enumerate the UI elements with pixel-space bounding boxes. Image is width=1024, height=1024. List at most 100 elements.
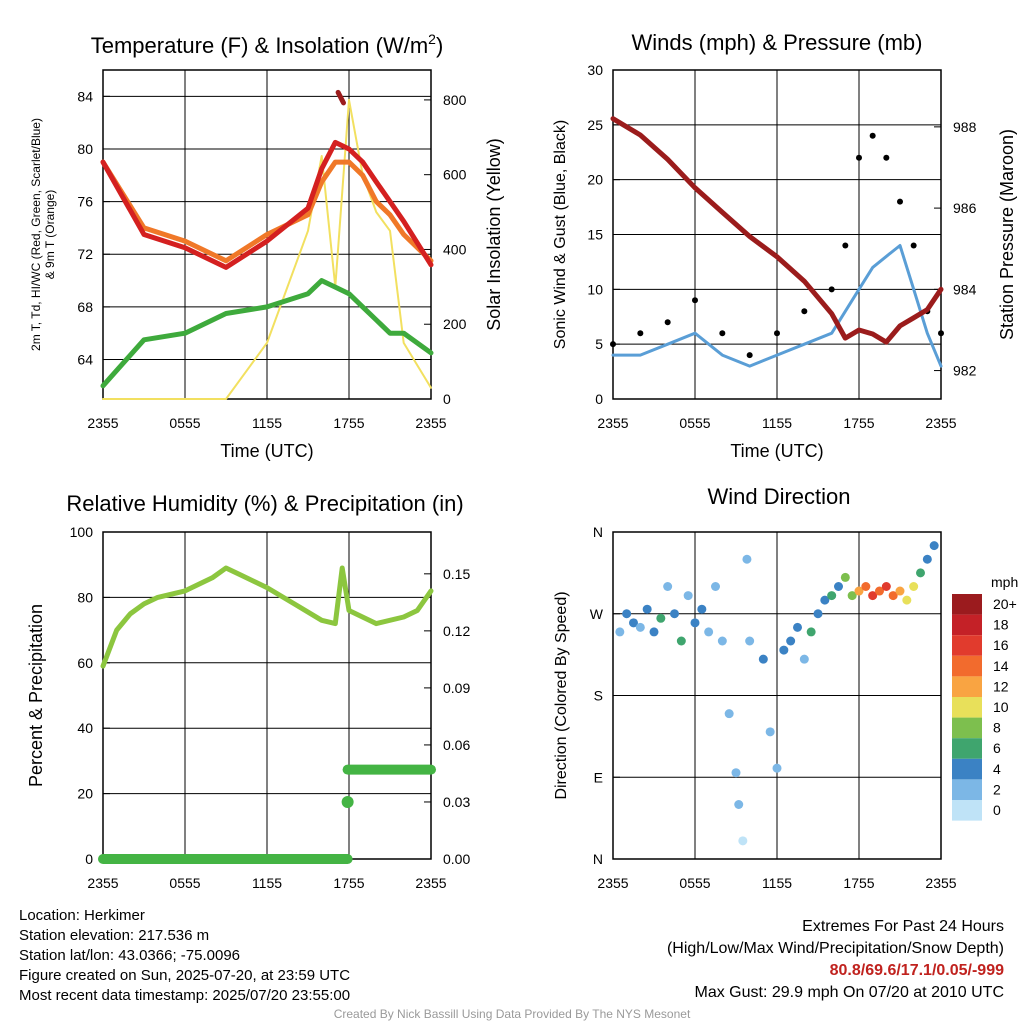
direction-point xyxy=(745,636,755,646)
direction-point xyxy=(888,591,898,601)
legend-swatch xyxy=(952,779,982,800)
direction-point xyxy=(738,836,748,846)
legend-label: 2 xyxy=(993,781,1001,797)
gust-point xyxy=(610,341,616,348)
y-tick-label: E xyxy=(594,769,603,785)
extremes-values: 80.8/69.6/17.1/0.05/-999 xyxy=(829,962,1004,979)
x-axis-label: Time (UTC) xyxy=(220,441,313,461)
station-info: Location: Herkimer Station elevation: 21… xyxy=(19,906,350,1006)
temperature-panel: 2355 0555 1155 1755 2355 64 68 72 76 80 84 0 200 400 6… xyxy=(29,31,504,461)
x-tick-label: 2355 xyxy=(415,415,446,431)
legend-swatch xyxy=(952,676,982,697)
legend-label: 6 xyxy=(993,740,1001,756)
y-tick-label: 72 xyxy=(77,246,93,262)
direction-point xyxy=(834,582,843,591)
gust-point xyxy=(746,352,753,359)
gust-point xyxy=(664,319,671,326)
extremes-block: Extremes For Past 24 Hours (High/Low/Max… xyxy=(667,916,1004,1004)
y-tick-label: S xyxy=(594,688,603,704)
direction-point xyxy=(656,613,666,623)
y-tick-label: 20 xyxy=(587,172,603,188)
direction-point xyxy=(827,591,837,601)
y-tick-label: 68 xyxy=(77,299,93,315)
direction-point xyxy=(697,604,707,614)
chart-title: Winds (mph) & Pressure (mb) xyxy=(632,30,923,55)
precip-point xyxy=(341,795,354,808)
y2-tick-label: 984 xyxy=(953,281,977,297)
gust-point xyxy=(637,330,644,337)
y2-tick-label: 0.06 xyxy=(443,737,470,753)
x-tick-label: 0555 xyxy=(169,875,200,891)
x-tick-label: 2355 xyxy=(925,875,956,891)
direction-point xyxy=(813,609,823,619)
direction-point xyxy=(734,800,744,809)
y-tick-label: 20 xyxy=(77,786,93,802)
legend-label: 14 xyxy=(993,658,1009,674)
direction-point xyxy=(670,609,679,619)
y-tick-label: W xyxy=(590,606,604,622)
x-tick-label: 1155 xyxy=(252,415,282,431)
y2-tick-label: 0.03 xyxy=(443,794,470,810)
legend-label: 4 xyxy=(993,761,1001,777)
x-tick-label: 1155 xyxy=(252,875,282,891)
legend-swatch xyxy=(952,635,982,656)
y2-tick-label: 400 xyxy=(443,241,467,257)
y2-axis-label: Station Pressure (Maroon) xyxy=(997,129,1017,340)
y-tick-label: 0 xyxy=(595,391,603,407)
gust-point xyxy=(842,242,849,249)
x-tick-label: 1155 xyxy=(762,875,792,891)
gust-point xyxy=(897,198,903,205)
latlon-text: Station lat/lon: 43.0366; -75.0096 xyxy=(19,947,241,964)
direction-point xyxy=(881,582,891,591)
created-text: Figure created on Sun, 2025-07-20, at 23… xyxy=(19,967,351,984)
direction-point xyxy=(840,572,850,582)
legend-swatch xyxy=(952,614,982,636)
legend-label: 18 xyxy=(993,617,1009,633)
y-tick-label: 25 xyxy=(587,117,603,133)
direction-point xyxy=(615,627,625,637)
legend-label: 0 xyxy=(993,802,1001,818)
chart-title: Wind Direction xyxy=(707,484,850,509)
y-axis-label-line2: & 9m T (Orange) xyxy=(43,190,57,280)
x-axis-label: Time (UTC) xyxy=(730,441,823,461)
y-tick-label: 5 xyxy=(595,336,603,352)
y-tick-label: N xyxy=(593,851,603,867)
legend-label: 16 xyxy=(993,637,1009,653)
legend-label: 10 xyxy=(993,699,1009,715)
extremes-subtitle: (High/Low/Max Wind/Precipitation/Snow De… xyxy=(666,940,1004,957)
direction-panel: 2355 0555 1155 1755 2355 N E S W N Wind Direction D… xyxy=(553,484,1018,891)
direction-point xyxy=(854,586,864,596)
direction-point xyxy=(909,582,919,591)
gust-point xyxy=(938,330,944,337)
gust-point xyxy=(910,242,917,249)
y-tick-label: 40 xyxy=(77,720,93,736)
rh-line xyxy=(100,565,434,669)
direction-point xyxy=(799,654,809,664)
direction-point xyxy=(642,604,652,614)
direction-point xyxy=(786,636,796,646)
y-axis-label: Sonic Wind & Gust (Blue, Black) xyxy=(552,120,569,349)
extremes-title: Extremes For Past 24 Hours xyxy=(802,918,1004,935)
gust-point xyxy=(856,154,862,161)
legend-swatch xyxy=(952,717,982,739)
y2-tick-label: 0 xyxy=(443,391,451,407)
x-tick-label: 1755 xyxy=(843,875,874,891)
legend-label: 12 xyxy=(993,678,1009,694)
direction-point xyxy=(861,582,871,591)
max-gust-text: Max Gust: 29.9 mph On 07/20 at 2010 UTC xyxy=(694,984,1005,1001)
direction-point xyxy=(711,582,720,591)
direction-point xyxy=(895,586,905,596)
y2-tick-label: 800 xyxy=(443,92,467,108)
y-tick-label: 64 xyxy=(77,352,93,368)
direction-point xyxy=(902,595,912,605)
legend-title: mph xyxy=(991,574,1018,590)
gust-point xyxy=(774,330,780,337)
y-tick-label: 15 xyxy=(587,227,603,243)
legend-swatch xyxy=(952,800,982,821)
winds-panel: 2355 0555 1155 1755 2355 0 5 10 15 20 25 30 982 984 98… xyxy=(552,30,1017,461)
direction-point xyxy=(676,636,686,646)
y2-tick-label: 200 xyxy=(443,316,467,332)
recent-text: Most recent data timestamp: 2025/07/20 2… xyxy=(19,987,351,1004)
y2-tick-label: 0.12 xyxy=(443,623,470,639)
